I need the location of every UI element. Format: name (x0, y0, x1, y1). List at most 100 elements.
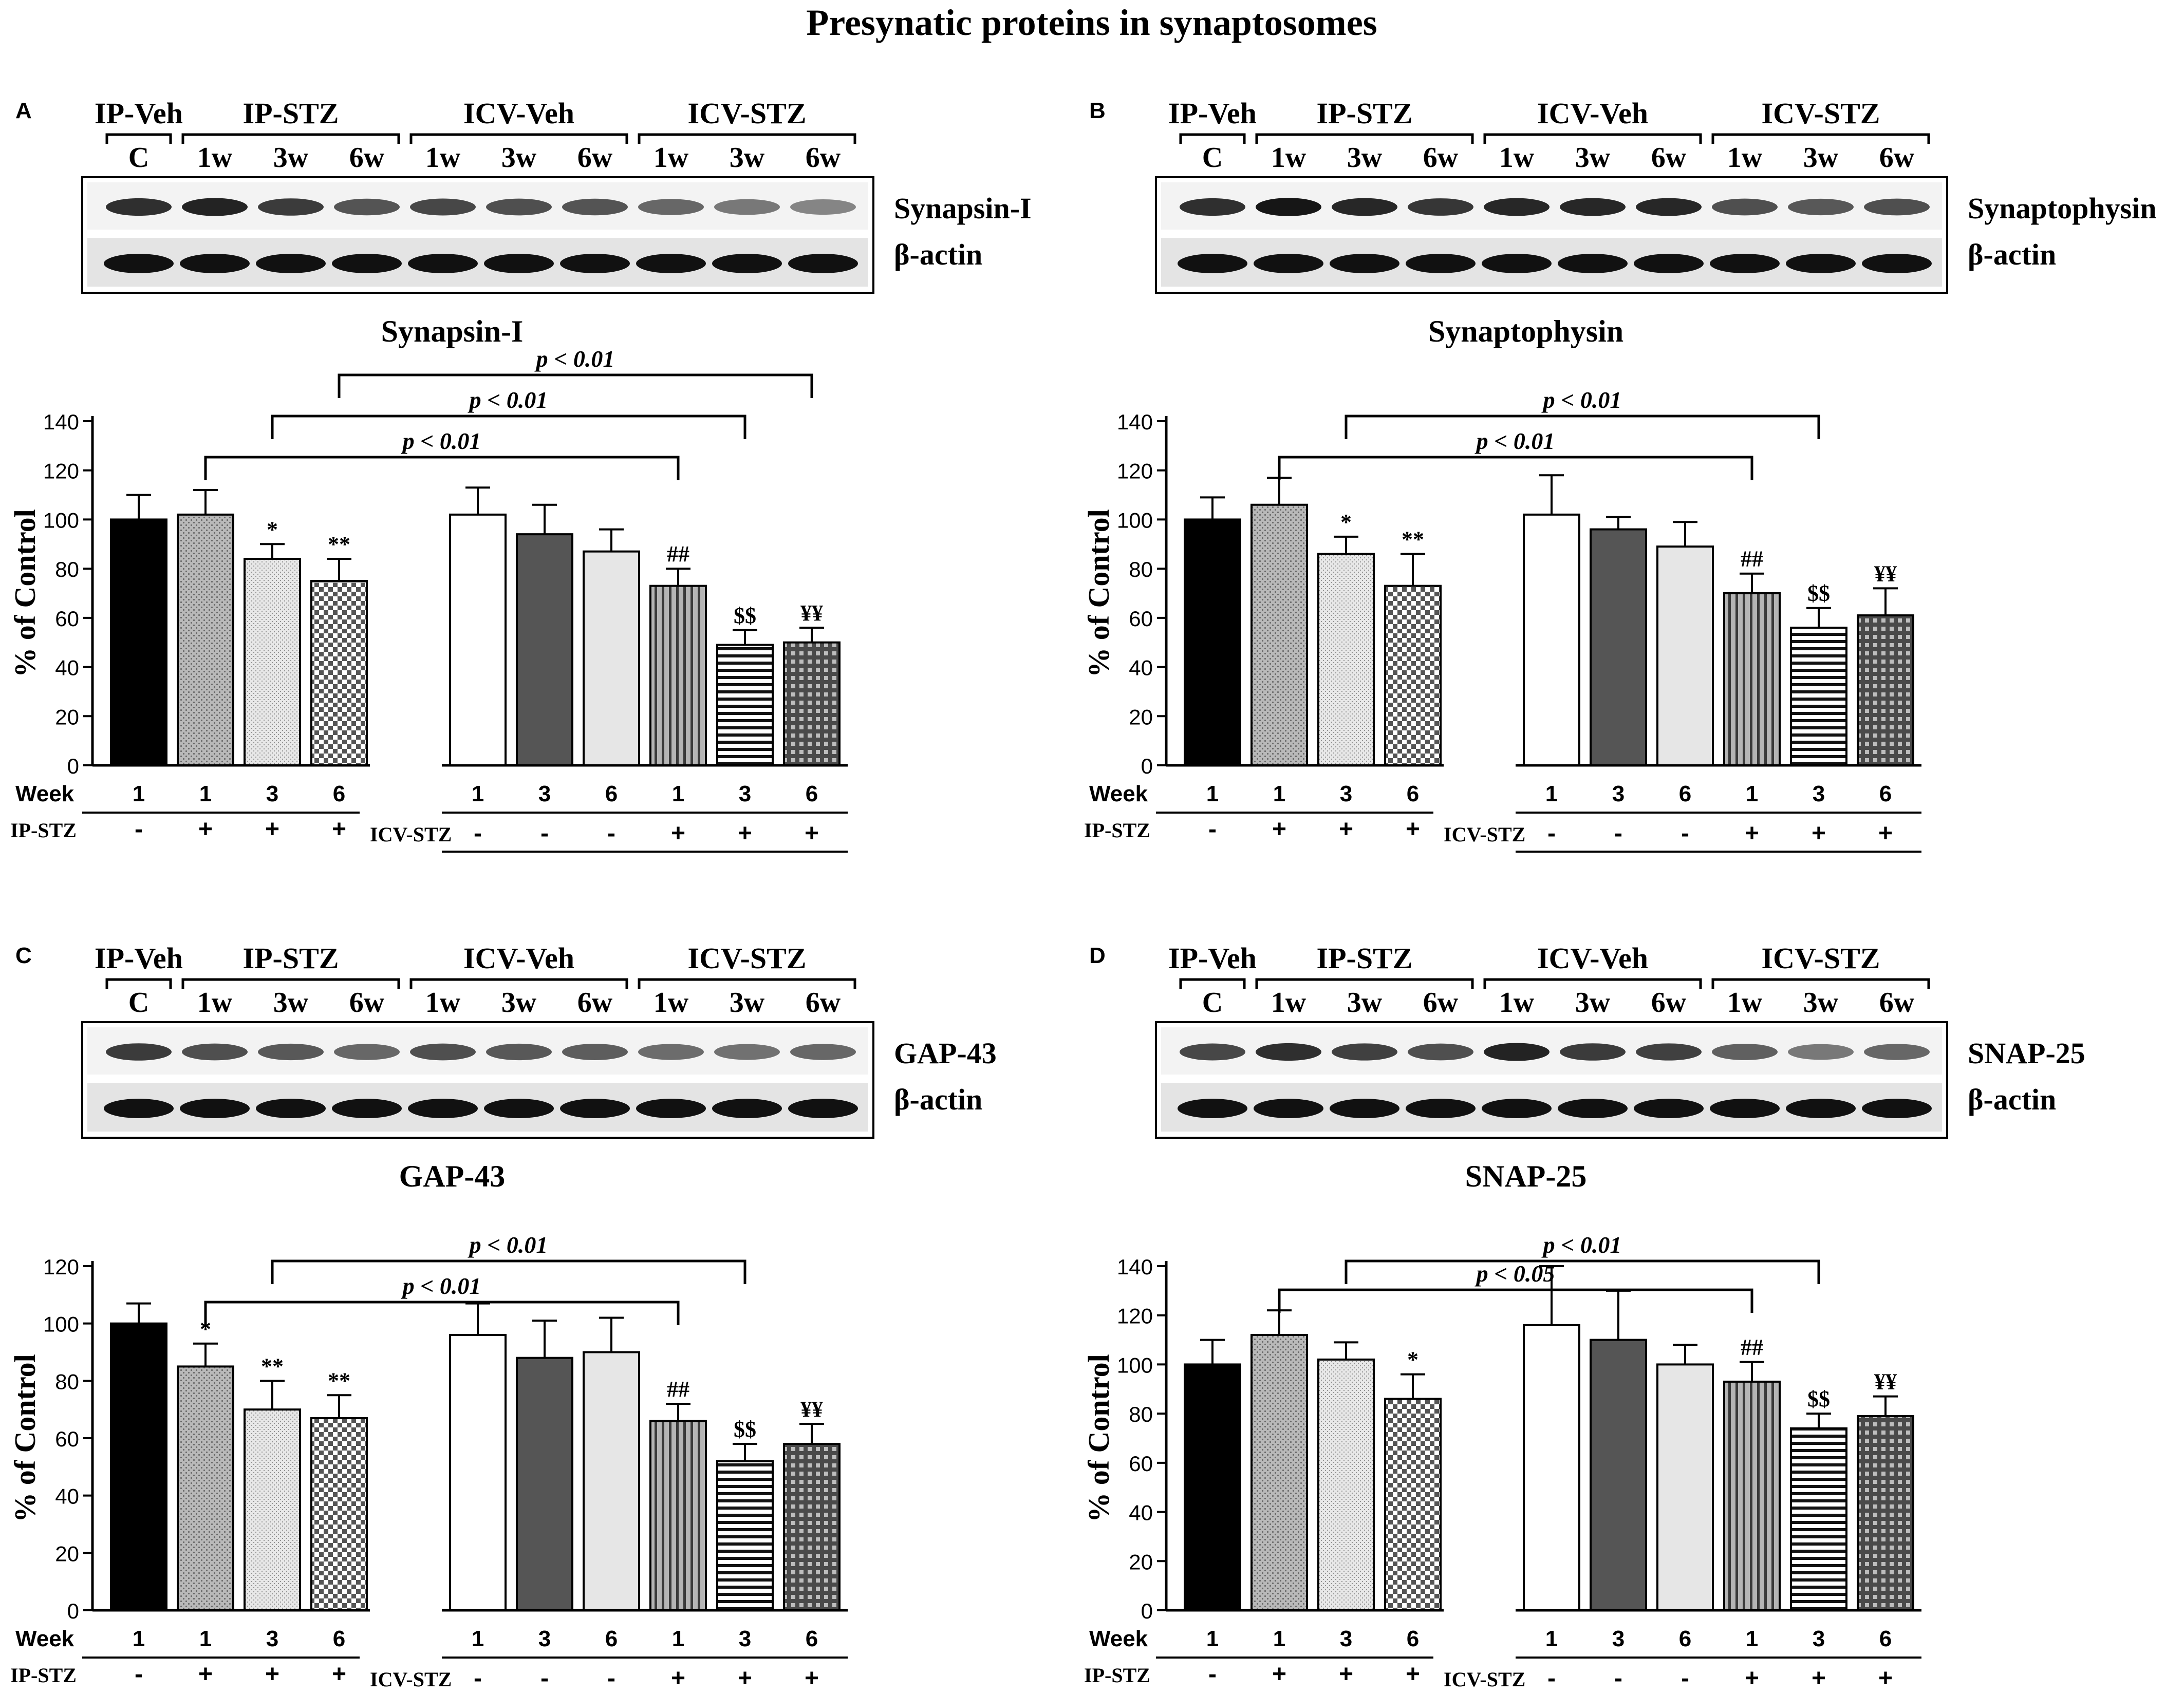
icv-stz-label: ICV-STZ (370, 1668, 452, 1691)
bar (177, 1365, 234, 1612)
week-value: 3 (538, 781, 551, 806)
figure-title: Presynatic proteins in synaptosomes (806, 2, 1377, 43)
ip-stz-label: IP-STZ (10, 1664, 77, 1687)
blot-lane-label: 6w (577, 142, 613, 174)
significance-marker: $$ (734, 603, 756, 628)
week-value: 6 (333, 781, 345, 806)
week-value: 1 (1545, 1626, 1558, 1651)
ip-stz-value: - (1208, 816, 1217, 843)
week-value: 1 (1273, 781, 1285, 806)
icv-stz-value: + (1812, 1665, 1826, 1692)
blot-lane-label: 3w (1803, 142, 1839, 174)
blot-group-bracket (638, 978, 856, 989)
bar (1790, 627, 1847, 766)
actin-band (712, 1099, 782, 1118)
bar (1384, 1398, 1442, 1612)
bar (1184, 1363, 1241, 1612)
bar (310, 580, 368, 766)
y-tick-label: 0 (1141, 754, 1153, 778)
week-value: 6 (1679, 781, 1691, 806)
significance-marker: $$ (734, 1417, 756, 1442)
significance-marker: ¥¥ (1874, 561, 1897, 586)
y-axis-label: % of Control (8, 1354, 42, 1522)
ip-stz-value: + (265, 816, 279, 843)
comparison-bracket (271, 1259, 746, 1284)
panel-letter: C (15, 943, 32, 968)
y-tick-label: 60 (55, 607, 79, 631)
protein-band (562, 198, 628, 216)
significance-marker: * (1407, 1347, 1418, 1372)
ip-stz-value: + (265, 1661, 279, 1688)
week-value: 6 (1407, 1626, 1419, 1651)
significance-marker: ## (667, 1377, 689, 1402)
bar (1656, 545, 1714, 766)
bar (716, 1460, 774, 1611)
blot-protein-label: SNAP-25 (1968, 1037, 2085, 1070)
week-value: 6 (333, 1626, 345, 1651)
y-axis-label: % of Control (1082, 509, 1115, 677)
actin-band (332, 1099, 402, 1118)
y-tick-label: 0 (67, 754, 79, 778)
icv-stz-label: ICV-STZ (1444, 823, 1525, 846)
ip-stz-value: - (135, 816, 143, 843)
bar (1250, 1334, 1308, 1611)
week-row-label: Week (1089, 1626, 1148, 1651)
blot-group-bracket (1711, 978, 1930, 989)
week-value: 3 (266, 781, 278, 806)
chart-title: SNAP-25 (1465, 1159, 1587, 1193)
actin-band (180, 254, 250, 273)
bar (1317, 553, 1375, 767)
actin-band (1330, 1099, 1399, 1118)
bar (1317, 1358, 1375, 1611)
week-value: 1 (472, 1626, 484, 1651)
protein-band (1560, 1043, 1626, 1061)
icv-stz-value: + (1745, 1665, 1759, 1692)
week-value: 3 (1813, 781, 1825, 806)
blot-lane-label: 6w (1651, 142, 1687, 174)
panel-letter: D (1089, 943, 1106, 968)
significance-marker: ** (1402, 526, 1424, 552)
blot-lane-label: 3w (1347, 987, 1383, 1019)
actin-band (1710, 254, 1780, 273)
protein-band (714, 1044, 780, 1060)
y-tick-label: 60 (1129, 607, 1153, 631)
y-tick-label: 100 (1117, 1353, 1153, 1377)
ip-stz-value: - (135, 1661, 143, 1688)
y-tick-label: 40 (1129, 656, 1153, 680)
significance-marker: * (200, 1316, 211, 1342)
blot-group-bracket (1483, 133, 1702, 144)
panel-A: A IP-Veh IP-STZ ICV-Veh ICV-STZ C 1w 3w 6w 1w 3w 6w… (8, 97, 1032, 853)
bar (177, 513, 234, 766)
comparison-label: p < 0.01 (1474, 428, 1555, 454)
y-tick-label: 140 (1117, 410, 1153, 434)
blot-lane-label: 6w (1651, 987, 1687, 1019)
actin-band (1406, 1099, 1476, 1118)
week-row-label: Week (15, 781, 74, 806)
week-value: 1 (672, 1626, 684, 1651)
ip-stz-value: + (332, 816, 346, 843)
bar (1857, 1415, 1914, 1612)
bar (583, 1351, 640, 1611)
week-row-label: Week (1089, 781, 1148, 806)
protein-band (106, 198, 172, 216)
blot-lane-label: 3w (730, 987, 765, 1019)
bar (716, 644, 774, 766)
bar (1590, 1339, 1647, 1611)
blot-group-bracket (105, 978, 172, 989)
protein-band (258, 198, 324, 216)
blot-lane-label: 3w (273, 142, 309, 174)
week-value: 1 (472, 781, 484, 806)
blot-lane-label: 6w (1879, 142, 1915, 174)
bar (1723, 592, 1781, 766)
ip-stz-value: + (1339, 816, 1353, 843)
bar (1523, 1324, 1580, 1611)
y-tick-label: 120 (43, 1255, 79, 1279)
blot-lane-label: 3w (1575, 142, 1611, 174)
actin-band (1178, 254, 1247, 273)
week-value: 6 (605, 781, 618, 806)
blot-lane-label: 3w (1347, 142, 1383, 174)
protein-band (1256, 1043, 1321, 1061)
blot-lane-label: 1w (1499, 142, 1535, 174)
comparison-bracket (338, 373, 813, 398)
actin-band (180, 1099, 250, 1118)
